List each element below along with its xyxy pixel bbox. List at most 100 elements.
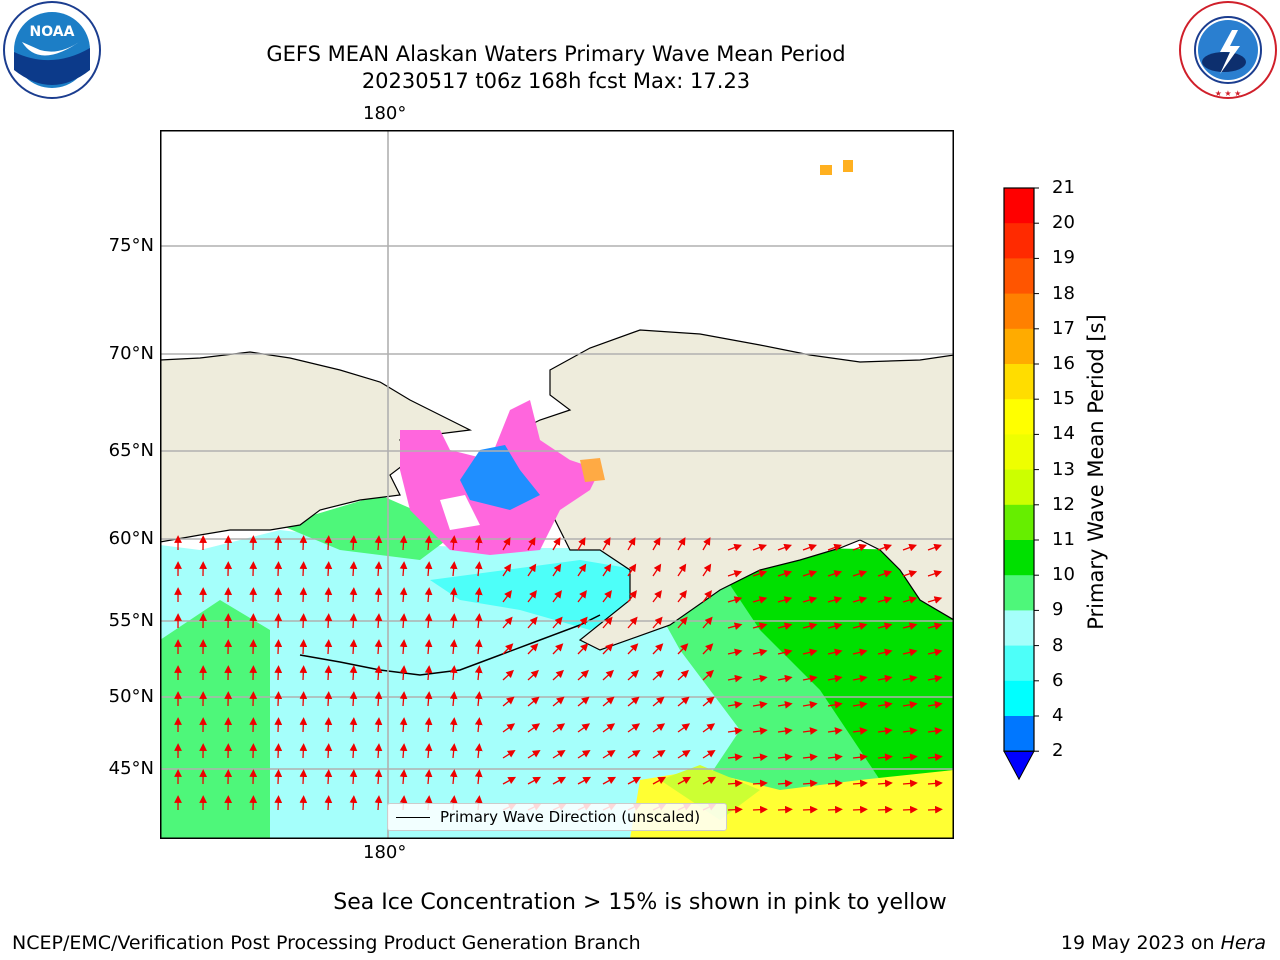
wave-arrow [927, 543, 943, 552]
wave-arrow [677, 696, 690, 707]
wave-arrow [349, 665, 358, 681]
colorbar-tick-label: 17 [1052, 317, 1075, 339]
colorbar-tick-label: 2 [1052, 740, 1064, 762]
wave-arrow [449, 717, 458, 733]
wave-arrow [627, 669, 639, 681]
wave-arrow [474, 587, 483, 603]
wave-arrow [502, 616, 513, 629]
wave-arrow [602, 696, 615, 707]
colorbar-tick-label: 9 [1052, 599, 1064, 621]
wave-arrow [827, 700, 843, 709]
wave-arrow [752, 622, 768, 630]
wave-arrow [374, 587, 383, 603]
wave-arrow [827, 674, 843, 683]
wave-period-map [160, 130, 954, 843]
wave-arrow [324, 639, 333, 655]
wave-arrow [527, 750, 541, 759]
wave-arrow [652, 537, 661, 551]
wave-arrow [802, 622, 818, 630]
wave-arrow [827, 622, 843, 630]
wave-arrow [927, 700, 943, 709]
wave-arrow [552, 669, 564, 681]
wave-arrow [527, 590, 537, 603]
wave-arrow [474, 639, 483, 655]
wave-arrow [777, 779, 793, 788]
wave-arrow [424, 535, 433, 551]
wave-arrow [777, 596, 793, 604]
wave-arrow [802, 543, 818, 552]
wave-arrow [424, 691, 433, 707]
wave-arrow [727, 648, 743, 657]
wave-arrow [877, 622, 893, 630]
wave-arrow [727, 753, 743, 762]
colorbar-segment [1004, 645, 1034, 682]
wave-arrow [802, 596, 818, 604]
wave-arrow [902, 805, 918, 814]
wave-arrow [577, 750, 591, 759]
colorbar-tick-label: 4 [1052, 705, 1064, 726]
wave-arrow [577, 563, 587, 577]
wave-arrow [577, 590, 587, 603]
colorbar-tick-label: 19 [1052, 247, 1075, 269]
wave-arrow [627, 723, 641, 733]
wave-arrow [474, 665, 483, 681]
wave-arrow [777, 648, 793, 657]
wave-arrow [349, 743, 358, 759]
wave-arrow [802, 674, 818, 683]
wave-arrow [702, 537, 711, 551]
wave-arrow [552, 723, 566, 733]
wave-arrow [449, 769, 458, 785]
wave-arrow [902, 648, 918, 657]
wave-arrow [702, 750, 716, 759]
wave-arrow [527, 696, 540, 707]
wave-arrow [552, 696, 565, 707]
wave-arrow [324, 665, 333, 681]
colorbar-tick-label: 12 [1052, 493, 1075, 515]
wave-arrow [424, 561, 433, 577]
wave-arrow [602, 669, 614, 681]
wave-arrow [602, 563, 612, 577]
wave-arrow [902, 753, 918, 762]
wave-arrow [449, 613, 458, 629]
wave-arrow [677, 750, 691, 759]
wave-arrow [827, 543, 843, 552]
wave-arrow [727, 805, 743, 814]
wave-arrow [677, 563, 687, 577]
wave-arrow [424, 613, 433, 629]
wave-arrow [349, 769, 358, 785]
wave-arrow [902, 622, 918, 630]
wave-arrow [527, 616, 538, 629]
wave-arrow [902, 700, 918, 709]
wave-arrow [877, 674, 893, 683]
wave-arrow [877, 727, 893, 735]
lon-label-bottom: 180° [363, 842, 407, 863]
wave-arrow [752, 727, 768, 735]
wave-arrow [852, 700, 868, 709]
lat-label-50: 50°N [108, 686, 154, 707]
wave-arrow [802, 779, 818, 788]
wave-arrow [552, 537, 561, 551]
wave-arrow [702, 669, 714, 681]
colorbar-segment [1004, 610, 1034, 647]
map-legend: Primary Wave Direction (unscaled) [387, 803, 727, 831]
map-frame [160, 130, 954, 839]
wave-arrow [577, 776, 592, 785]
wave-arrow [927, 805, 943, 814]
wave-arrow [852, 674, 868, 683]
wave-arrow [424, 743, 433, 759]
wave-arrow [527, 669, 539, 681]
wave-arrow [374, 717, 383, 733]
wave-arrow [374, 691, 383, 707]
wave-arrow [852, 543, 868, 552]
wave-arrow [449, 639, 458, 655]
wave-arrow [852, 779, 868, 788]
wave-arrow [752, 805, 768, 814]
wave-arrow [777, 543, 793, 552]
wave-arrow [502, 723, 516, 733]
lat-label-70: 70°N [108, 343, 154, 364]
wave-arrow [727, 622, 743, 630]
wave-arrow [877, 753, 893, 762]
wave-arrow [877, 648, 893, 657]
wave-arrow [324, 587, 333, 603]
wave-arrow [702, 590, 712, 603]
